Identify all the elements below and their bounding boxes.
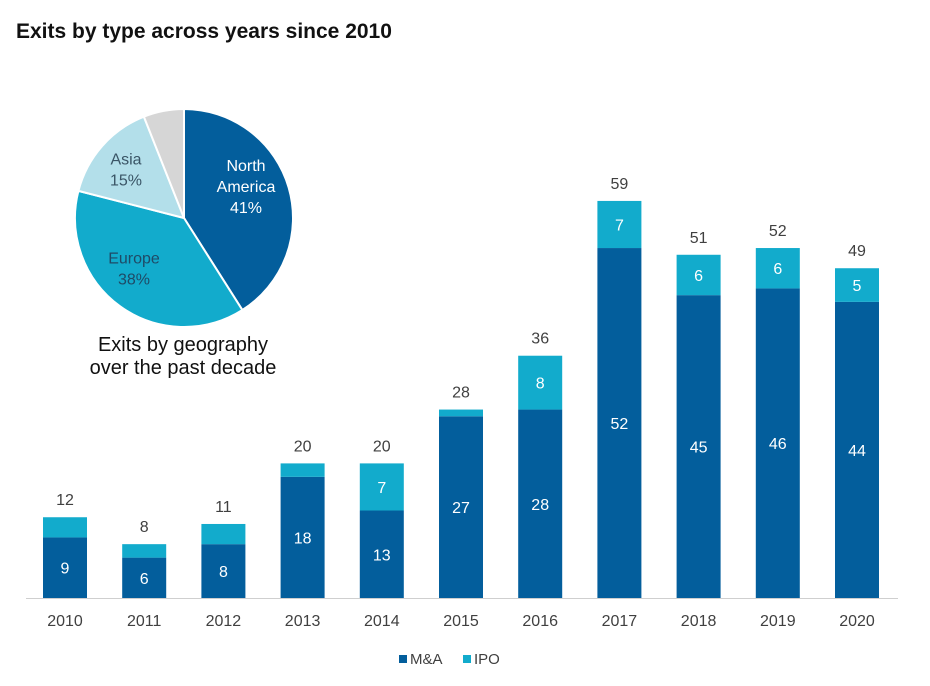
bar-total-2014: 20 — [373, 438, 391, 455]
bar-ipo-2011 — [122, 544, 167, 558]
bar-ipo-2020 — [835, 268, 879, 302]
pie-label-asia-2: 15% — [110, 173, 142, 190]
bar-label-ipo-2020: 5 — [853, 278, 862, 295]
bar-label-ma-2014: 13 — [373, 547, 391, 564]
pie-slice-asia — [77, 115, 186, 220]
bar-label-ma-2018: 45 — [690, 440, 708, 457]
legend-label-ipo: IPO — [474, 651, 500, 668]
x-tick-2011: 2011 — [127, 613, 162, 630]
x-tick-2019: 2019 — [760, 613, 796, 630]
bar-ma-2011 — [122, 557, 167, 598]
bar-ipo-2010 — [43, 517, 87, 538]
x-tick-2017: 2017 — [602, 613, 638, 630]
bar-ipo-2013 — [280, 463, 325, 477]
pie-caption-line-2: over the past decade — [89, 357, 277, 379]
bar-ipo-2016 — [518, 355, 563, 410]
bar-ipo-2019 — [755, 248, 800, 289]
bar-total-2012: 11 — [215, 499, 232, 516]
bar-total-2010: 12 — [56, 492, 74, 509]
x-tick-2010: 2010 — [47, 613, 83, 630]
x-tick-2014: 2014 — [364, 613, 400, 630]
legend-swatch-ma — [399, 655, 407, 663]
bar-label-ma-2013: 18 — [294, 530, 312, 547]
bar-ipo-2017 — [597, 200, 642, 249]
bar-label-ma-2017: 52 — [611, 416, 629, 433]
bar-ma-2020 — [835, 301, 879, 598]
bar-total-2017: 59 — [611, 176, 629, 193]
bar-ma-2016 — [518, 409, 563, 598]
x-tick-2018: 2018 — [681, 613, 717, 630]
bar-total-2013: 20 — [294, 438, 312, 455]
chart-title: Exits by type across years since 2010 — [16, 20, 392, 43]
pie-label-europe-2: 38% — [118, 272, 150, 289]
bar-label-ipo-2016: 8 — [536, 376, 545, 393]
x-tick-2020: 2020 — [839, 613, 875, 630]
bar-ipo-2012 — [201, 523, 246, 545]
x-tick-2012: 2012 — [206, 613, 242, 630]
bar-label-ma-2015: 27 — [452, 500, 470, 517]
bar-ma-2012 — [201, 544, 246, 598]
bar-ma-2010 — [43, 537, 87, 598]
pie-label-north-america-2: America — [217, 179, 276, 196]
x-tick-2013: 2013 — [285, 613, 321, 630]
bar-ma-2014 — [359, 510, 404, 598]
bar-ma-2015 — [439, 416, 483, 598]
pie-label-north-america-3: 41% — [230, 200, 262, 217]
bar-ipo-2014 — [359, 463, 404, 511]
bar-ma-2019 — [755, 288, 800, 598]
bar-total-2018: 51 — [690, 230, 708, 247]
bar-total-2011: 8 — [140, 519, 149, 536]
bar-ma-2018 — [676, 295, 721, 598]
pie-label-asia-1: Asia — [110, 152, 141, 169]
bar-label-ma-2010: 9 — [61, 561, 70, 578]
pie-label-europe-1: Europe — [108, 251, 160, 268]
bar-label-ipo-2014: 7 — [377, 480, 386, 497]
bar-label-ipo-2017: 7 — [615, 217, 624, 234]
pie-caption: Exits by geography over the past decade — [52, 334, 314, 380]
pie-slice-europe — [74, 189, 244, 328]
bar-label-ipo-2019: 6 — [773, 261, 782, 278]
bar-label-ma-2012: 8 — [219, 564, 228, 581]
bar-ma-2017 — [597, 248, 642, 599]
pie-label-north-america-1: North — [226, 158, 265, 175]
legend-label-ma: M&A — [410, 651, 443, 668]
bar-ipo-2015 — [439, 409, 483, 417]
bar-ipo-2018 — [676, 254, 721, 296]
bar-label-ma-2020: 44 — [848, 443, 866, 460]
bar-total-2020: 49 — [848, 243, 866, 260]
bar-total-2016: 36 — [531, 331, 549, 348]
legend-swatch-ipo — [463, 655, 471, 663]
bar-label-ma-2016: 28 — [531, 497, 549, 514]
bar-label-ma-2019: 46 — [769, 436, 787, 453]
x-tick-2015: 2015 — [443, 613, 479, 630]
bar-total-2019: 52 — [769, 223, 787, 240]
bar-label-ma-2011: 6 — [140, 571, 149, 588]
x-tick-2016: 2016 — [522, 613, 558, 630]
bar-ma-2013 — [280, 476, 325, 598]
bar-total-2015: 28 — [452, 385, 470, 402]
pie-caption-line-1: Exits by geography — [97, 334, 269, 356]
pie-slice-other — [142, 107, 185, 219]
bar-label-ipo-2018: 6 — [694, 268, 703, 285]
